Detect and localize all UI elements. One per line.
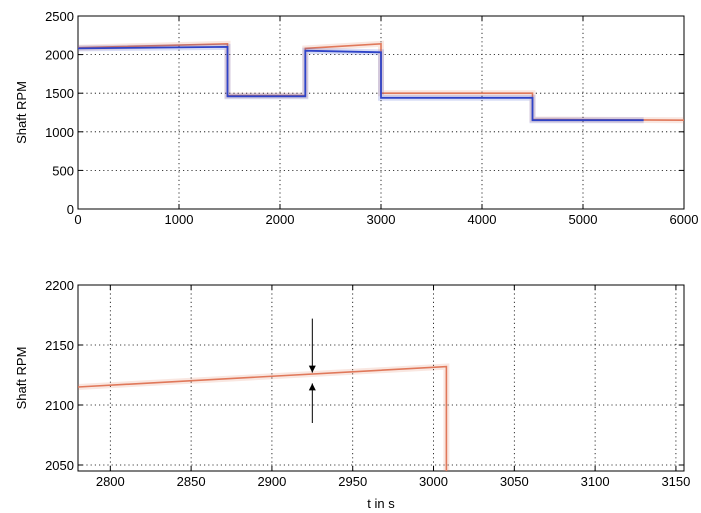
x-tick-label: 5000 [569, 212, 598, 227]
y-tick-label: 1000 [45, 125, 74, 140]
x-tick-label: 2850 [177, 474, 206, 489]
x-tick-label: 1000 [165, 212, 194, 227]
x-tick-label: 3000 [419, 474, 448, 489]
x-tick-label: 4000 [468, 212, 497, 227]
y-axis-label: Shaft RPM [14, 347, 29, 410]
x-tick-label: 3150 [661, 474, 690, 489]
annotation-arrow-head [308, 365, 316, 373]
y-tick-label: 2000 [45, 48, 74, 63]
y-tick-label: 2500 [45, 9, 74, 24]
y-tick-label: 2150 [45, 338, 74, 353]
y-tick-label: 0 [67, 202, 74, 217]
y-tick-label: 500 [52, 163, 74, 178]
x-tick-label: 3100 [581, 474, 610, 489]
x-tick-label: 6000 [670, 212, 699, 227]
y-tick-label: 2050 [45, 458, 74, 473]
x-tick-label: 3050 [500, 474, 529, 489]
series-line [77, 365, 448, 471]
x-tick-label: 2950 [338, 474, 367, 489]
x-axis-label: t in s [367, 496, 395, 511]
y-axis-label: Shaft RPM [14, 81, 29, 144]
x-tick-label: 2900 [257, 474, 286, 489]
y-tick-label: 2200 [45, 278, 74, 293]
plot-area [77, 284, 685, 472]
x-tick-label: 3000 [367, 212, 396, 227]
annotation-arrow-head [308, 383, 316, 391]
x-tick-label: 2800 [96, 474, 125, 489]
x-tick-label: 2000 [266, 212, 295, 227]
series-line [77, 45, 644, 122]
y-tick-label: 2100 [45, 398, 74, 413]
y-tick-label: 1500 [45, 86, 74, 101]
x-tick-label: 0 [74, 212, 81, 227]
